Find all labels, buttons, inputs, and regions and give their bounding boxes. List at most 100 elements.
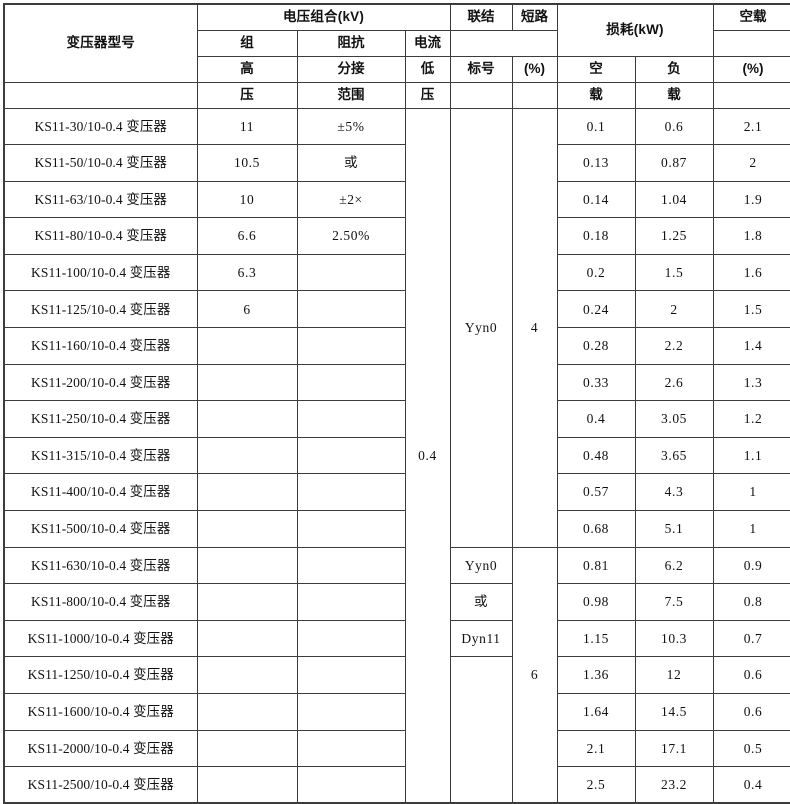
cell-noload-current: 1.8 xyxy=(712,217,790,255)
cell-model[interactable]: KS11-160/10-0.4 变压器 xyxy=(3,327,198,365)
cell-load-loss: 5.1 xyxy=(634,510,714,548)
cell-model[interactable]: KS11-100/10-0.4 变压器 xyxy=(3,253,198,292)
cell-high-voltage xyxy=(196,327,298,365)
cell-model[interactable]: KS11-315/10-0.4 变压器 xyxy=(3,436,198,475)
cell-noload-loss: 0.4 xyxy=(556,400,636,438)
cell-tap-range: 或 xyxy=(296,144,406,182)
header-row: 组阻抗 电流 xyxy=(4,29,790,57)
header-high-1: 高 xyxy=(196,55,298,83)
cell-noload-loss: 0.18 xyxy=(556,217,636,255)
cell-model[interactable]: KS11-2500/10-0.4 变压器 xyxy=(3,766,198,804)
cell-high-voltage xyxy=(196,729,298,768)
header-connection-2: 组 xyxy=(196,29,298,57)
cell-load-loss: 14.5 xyxy=(634,693,714,731)
header-loadloss-1: 负 xyxy=(634,55,714,83)
cell-model[interactable]: KS11-500/10-0.4 变压器 xyxy=(3,510,198,548)
cell-connection-group: Yyn0 xyxy=(449,107,513,548)
cell-load-loss: 4.3 xyxy=(634,473,714,512)
cell-tap-range xyxy=(296,400,406,438)
cell-noload-current: 1.6 xyxy=(712,253,790,292)
cell-model[interactable]: KS11-630/10-0.4 变压器 xyxy=(3,546,198,585)
header-tap-1: 分接 xyxy=(296,55,406,83)
cell-load-loss: 0.6 xyxy=(634,107,714,146)
cell-load-loss: 12 xyxy=(634,656,714,694)
cell-high-voltage xyxy=(196,693,298,731)
cell-tap-range xyxy=(296,656,406,694)
cell-noload-current: 1.4 xyxy=(712,327,790,365)
cell-noload-loss: 0.24 xyxy=(556,290,636,329)
header-current-blank xyxy=(712,81,790,109)
cell-noload-loss: 0.2 xyxy=(556,253,636,292)
cell-load-loss: 2 xyxy=(634,290,714,329)
cell-model[interactable]: KS11-50/10-0.4 变压器 xyxy=(3,144,198,182)
cell-noload-loss: 1.64 xyxy=(556,693,636,731)
header-row: 压范围压 载载 xyxy=(3,81,790,109)
cell-noload-loss: 2.5 xyxy=(556,766,636,804)
cell-low-voltage: 0.4 xyxy=(404,107,451,804)
cell-noload-current: 1 xyxy=(712,473,790,512)
cell-model[interactable]: KS11-200/10-0.4 变压器 xyxy=(3,363,198,402)
cell-high-voltage: 11 xyxy=(196,107,298,146)
cell-model[interactable]: KS11-800/10-0.4 变压器 xyxy=(3,583,198,621)
cell-model[interactable]: KS11-1000/10-0.4 变压器 xyxy=(3,619,198,658)
header-connection-blank xyxy=(449,81,513,109)
cell-tap-range xyxy=(296,583,406,621)
cell-model[interactable]: KS11-30/10-0.4 变压器 xyxy=(3,107,198,146)
header-noload-2: 载 xyxy=(556,81,636,109)
cell-connection-group-blank xyxy=(449,656,513,804)
cell-high-voltage xyxy=(196,656,298,694)
cell-tap-range: ±5% xyxy=(296,107,406,146)
table-body: 变压器型号电压组合(kV)联结短路损耗(kW)空载重量组阻抗电流高分接低标号(%… xyxy=(3,3,790,804)
cell-model[interactable]: KS11-400/10-0.4 变压器 xyxy=(3,473,198,512)
cell-model[interactable]: KS11-125/10-0.4 变压器 xyxy=(3,290,198,329)
cell-noload-current: 0.7 xyxy=(712,619,790,658)
cell-noload-current: 0.8 xyxy=(712,583,790,621)
cell-high-voltage xyxy=(196,400,298,438)
cell-model[interactable]: KS11-1600/10-0.4 变压器 xyxy=(3,693,198,731)
header-connection-3: 标号 xyxy=(449,55,513,83)
header-low-2: 压 xyxy=(404,81,451,109)
cell-model[interactable]: KS11-80/10-0.4 变压器 xyxy=(3,217,198,255)
header-current-2: 电流 xyxy=(404,29,451,57)
cell-model[interactable]: KS11-1250/10-0.4 变压器 xyxy=(3,656,198,694)
cell-noload-current: 0.5 xyxy=(712,729,790,768)
table-row[interactable]: KS11-30/10-0.4 变压器 11 ±5% 0.4 Yyn0 4 0.1 0.6 2.1… xyxy=(3,107,790,804)
cell-noload-loss: 0.33 xyxy=(556,363,636,402)
cell-tap-range: 2.50% xyxy=(296,217,406,255)
cell-connection-group: Yyn0 xyxy=(449,546,513,585)
cell-load-loss: 3.05 xyxy=(634,400,714,438)
header-current-1: 空载 xyxy=(712,3,790,31)
cell-model[interactable]: KS11-2000/10-0.4 变压器 xyxy=(3,729,198,768)
cell-load-loss: 10.3 xyxy=(634,619,714,658)
cell-load-loss: 7.5 xyxy=(634,583,714,621)
cell-load-loss: 0.87 xyxy=(634,144,714,182)
cell-noload-loss: 1.36 xyxy=(556,656,636,694)
cell-load-loss: 1.5 xyxy=(634,253,714,292)
cell-model[interactable]: KS11-63/10-0.4 变压器 xyxy=(3,180,198,219)
cell-noload-loss: 0.68 xyxy=(556,510,636,548)
header-voltage-group: 电压组合(kV) xyxy=(196,3,451,31)
cell-tap-range xyxy=(296,363,406,402)
cell-model[interactable]: KS11-250/10-0.4 变压器 xyxy=(3,400,198,438)
header-impedance-1: 短路 xyxy=(511,3,558,31)
cell-noload-loss: 0.28 xyxy=(556,327,636,365)
